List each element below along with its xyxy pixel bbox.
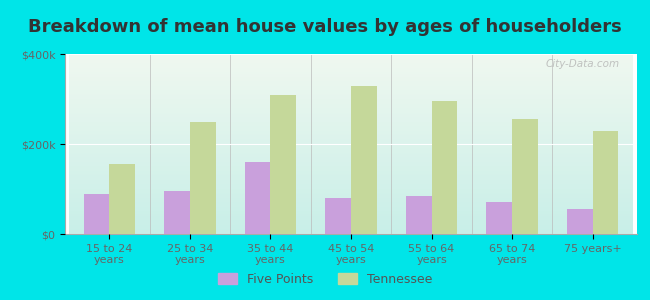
Bar xyxy=(84,194,109,234)
Text: Breakdown of mean house values by ages of householders: Breakdown of mean house values by ages o… xyxy=(28,18,622,36)
Bar xyxy=(432,101,458,234)
Legend: Five Points, Tennessee: Five Points, Tennessee xyxy=(213,268,437,291)
Bar xyxy=(244,162,270,234)
Bar xyxy=(109,164,135,234)
Text: City-Data.com: City-Data.com xyxy=(546,59,620,69)
Bar xyxy=(567,209,593,234)
Bar xyxy=(325,198,351,234)
Bar xyxy=(190,122,216,234)
Bar xyxy=(351,85,377,234)
Bar xyxy=(406,196,432,234)
Bar xyxy=(512,119,538,234)
Bar xyxy=(593,130,618,234)
Bar xyxy=(270,94,296,234)
Bar xyxy=(486,202,512,234)
Bar xyxy=(164,191,190,234)
